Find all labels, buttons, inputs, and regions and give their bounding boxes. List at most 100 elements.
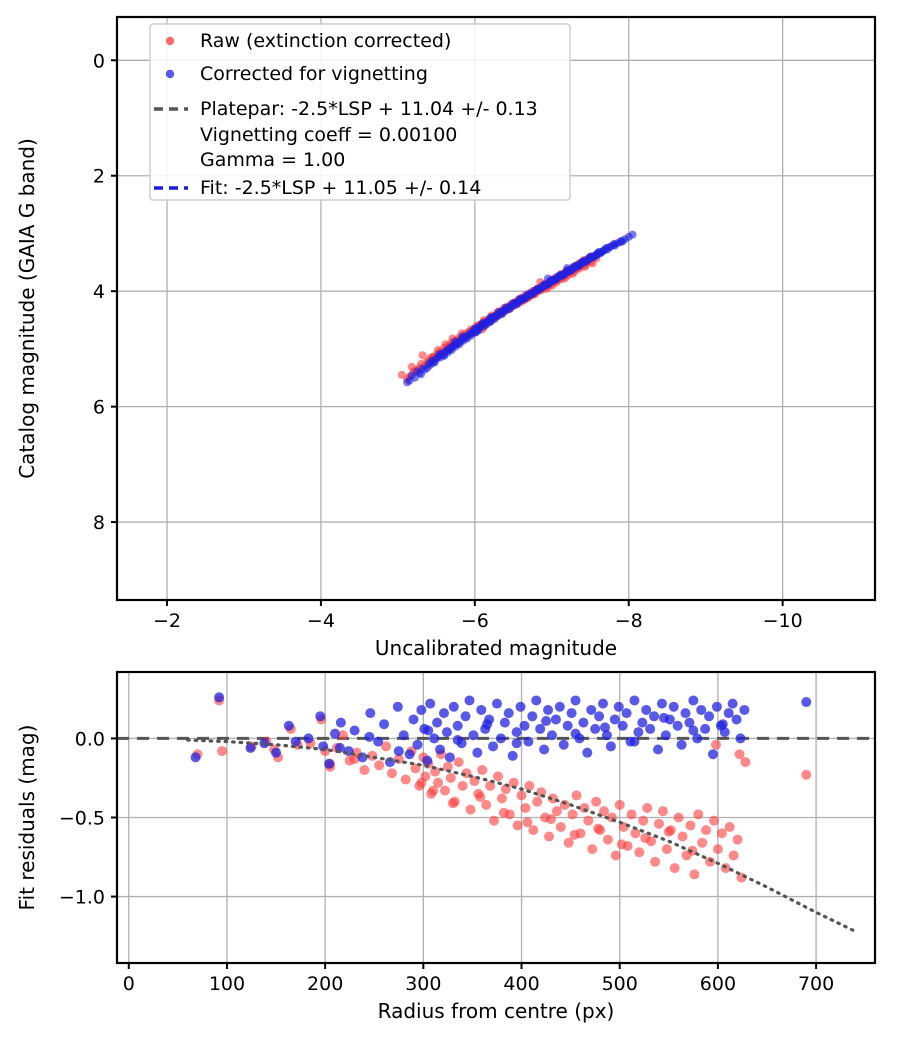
data-point <box>498 807 509 818</box>
data-point <box>214 692 225 703</box>
data-point <box>520 803 531 814</box>
data-point <box>492 771 503 782</box>
data-point <box>535 723 546 734</box>
x-tick-label: 700 <box>798 973 834 995</box>
x-axis-title: Radius from centre (px) <box>378 999 615 1023</box>
data-point <box>621 708 632 719</box>
data-point <box>468 730 479 741</box>
data-point <box>448 701 459 712</box>
data-point <box>541 716 552 727</box>
data-point <box>693 809 704 820</box>
legend-marker-point <box>165 36 175 46</box>
data-point <box>616 238 625 247</box>
data-point <box>601 730 612 741</box>
y-tick-label: 6 <box>93 397 105 419</box>
legend-box <box>149 23 571 201</box>
data-point <box>677 831 688 842</box>
data-point <box>735 733 746 744</box>
data-point <box>707 749 718 760</box>
data-point <box>700 723 711 734</box>
data-point <box>404 0 414 5</box>
x-tick-label: 100 <box>209 973 245 995</box>
data-point <box>491 698 502 709</box>
data-point <box>587 844 598 855</box>
data-point <box>511 727 522 738</box>
data-point <box>546 730 557 741</box>
data-point <box>638 815 649 826</box>
data-point <box>475 791 486 802</box>
data-point <box>645 723 656 734</box>
data-point <box>676 739 687 750</box>
x-tick-label: 600 <box>700 973 736 995</box>
data-point <box>685 820 696 831</box>
y-tick-label: 0.0 <box>75 728 105 750</box>
data-point <box>496 793 507 804</box>
data-point <box>629 736 640 747</box>
data-point <box>404 749 415 760</box>
data-point <box>570 695 581 706</box>
data-point <box>315 711 326 722</box>
data-point <box>617 720 628 731</box>
data-point <box>566 708 577 719</box>
data-point <box>217 746 228 757</box>
clipped-data <box>397 230 637 387</box>
data-point <box>558 739 569 750</box>
data-point <box>457 780 468 791</box>
legend-label: Vignetting coeff = 0.00100 <box>200 124 457 146</box>
data-point <box>701 825 712 836</box>
data-point <box>704 711 715 722</box>
data-point <box>393 746 404 757</box>
data-point <box>570 728 581 739</box>
data-point <box>668 701 679 712</box>
data-point <box>511 738 522 749</box>
data-point <box>523 736 534 747</box>
data-point <box>507 750 518 761</box>
data-point <box>446 344 455 353</box>
data-point <box>454 338 463 347</box>
data-point <box>640 833 651 844</box>
data-point <box>616 839 627 850</box>
vignetting-curve <box>186 738 857 933</box>
data-point <box>610 239 619 248</box>
legend-label: Raw (extinction corrected) <box>200 30 451 52</box>
data-point <box>516 790 527 801</box>
data-point <box>522 817 533 828</box>
data-point <box>598 698 609 709</box>
data-point <box>359 765 370 776</box>
data-point <box>398 730 409 741</box>
data-point <box>374 760 385 771</box>
data-point <box>653 744 664 755</box>
axes-frame <box>115 15 877 602</box>
data-point <box>290 736 301 747</box>
x-tick-label: 0 <box>123 973 135 995</box>
data-point <box>433 777 444 788</box>
data-point <box>381 741 392 752</box>
data-point <box>579 803 590 814</box>
data-point <box>630 828 641 839</box>
data-point <box>734 749 745 760</box>
x-tick-label: 200 <box>307 973 343 995</box>
data-point <box>602 834 613 845</box>
data-point <box>379 719 390 730</box>
data-point <box>349 753 360 764</box>
data-point <box>633 727 644 738</box>
data-point <box>711 701 722 712</box>
x-tick-label: 300 <box>405 973 441 995</box>
data-point <box>477 320 486 329</box>
data-point <box>717 719 728 730</box>
data-point <box>641 704 652 715</box>
data-point <box>563 837 574 848</box>
data-point <box>669 863 680 874</box>
data-point <box>550 714 561 725</box>
data-point <box>719 727 730 738</box>
data-point <box>554 273 563 282</box>
data-point <box>516 295 525 304</box>
data-point <box>245 742 256 753</box>
data-point <box>271 747 282 758</box>
data-point <box>626 809 637 820</box>
data-point <box>190 752 201 763</box>
data-point <box>458 332 467 341</box>
series-corrected-for-vignetting <box>190 692 812 769</box>
data-point <box>684 717 695 728</box>
